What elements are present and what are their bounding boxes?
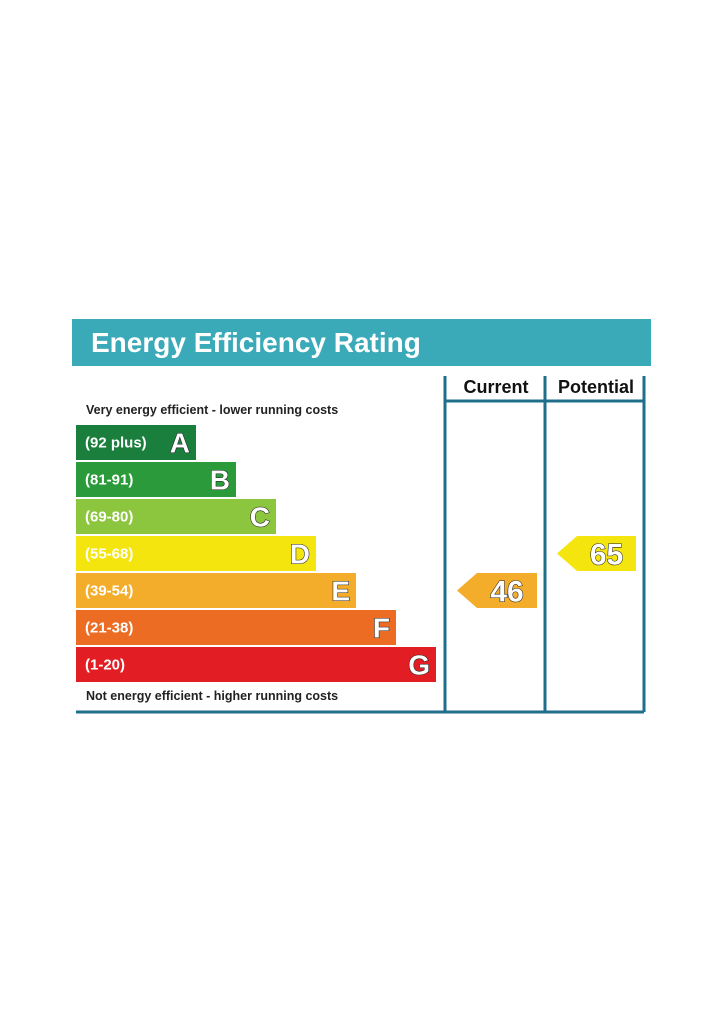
potential-rating-arrow xyxy=(557,536,636,571)
band-letter-b: B xyxy=(210,465,230,496)
band-bar-f xyxy=(76,610,396,645)
band-letter-a: A xyxy=(170,428,190,459)
band-letter-d: D xyxy=(290,539,310,570)
band-letter-f: F xyxy=(373,613,390,644)
current-rating-arrow xyxy=(457,573,537,608)
band-bar-g xyxy=(76,647,436,682)
band-range-label: (39-54) xyxy=(85,583,133,600)
band-letter-g: G xyxy=(408,650,430,681)
band-range-label: (1-20) xyxy=(85,657,125,674)
band-a: (92 plus) A xyxy=(76,425,196,460)
band-letter-e: E xyxy=(331,576,350,607)
bottom-caption: Not energy efficient - higher running co… xyxy=(86,689,338,703)
band-bar-a xyxy=(76,425,196,460)
potential-rating-score: 65 xyxy=(590,539,623,572)
band-f: (21-38) F xyxy=(76,610,396,645)
table-frame xyxy=(76,376,646,714)
current-rating-score: 46 xyxy=(490,576,523,609)
band-bar-e xyxy=(76,573,356,608)
title-bar xyxy=(72,319,651,366)
column-header-current: Current xyxy=(463,377,528,397)
band-e: (39-54) E xyxy=(76,573,356,608)
band-range-label: (55-68) xyxy=(85,546,133,563)
rating-bands: (92 plus) A(81-91) B(69-80) C(55-68) D(39-54… xyxy=(76,425,436,682)
band-range-label: (81-91) xyxy=(85,472,133,489)
band-g: (1-20) G xyxy=(76,647,436,682)
rating-markers: 46 65 xyxy=(457,536,636,609)
band-range-label: (21-38) xyxy=(85,620,133,637)
band-b: (81-91) B xyxy=(76,462,236,497)
top-caption: Very energy efficient - lower running co… xyxy=(86,403,338,417)
band-bar-d xyxy=(76,536,316,571)
band-letter-c: C xyxy=(250,502,270,533)
column-header-potential: Potential xyxy=(558,377,634,397)
band-range-label: (92 plus) xyxy=(85,435,147,452)
chart-title: Energy Efficiency Rating xyxy=(91,327,421,358)
band-d: (55-68) D xyxy=(76,536,316,571)
band-c: (69-80) C xyxy=(76,499,276,534)
band-bar-b xyxy=(76,462,236,497)
band-bar-c xyxy=(76,499,276,534)
band-range-label: (69-80) xyxy=(85,509,133,526)
